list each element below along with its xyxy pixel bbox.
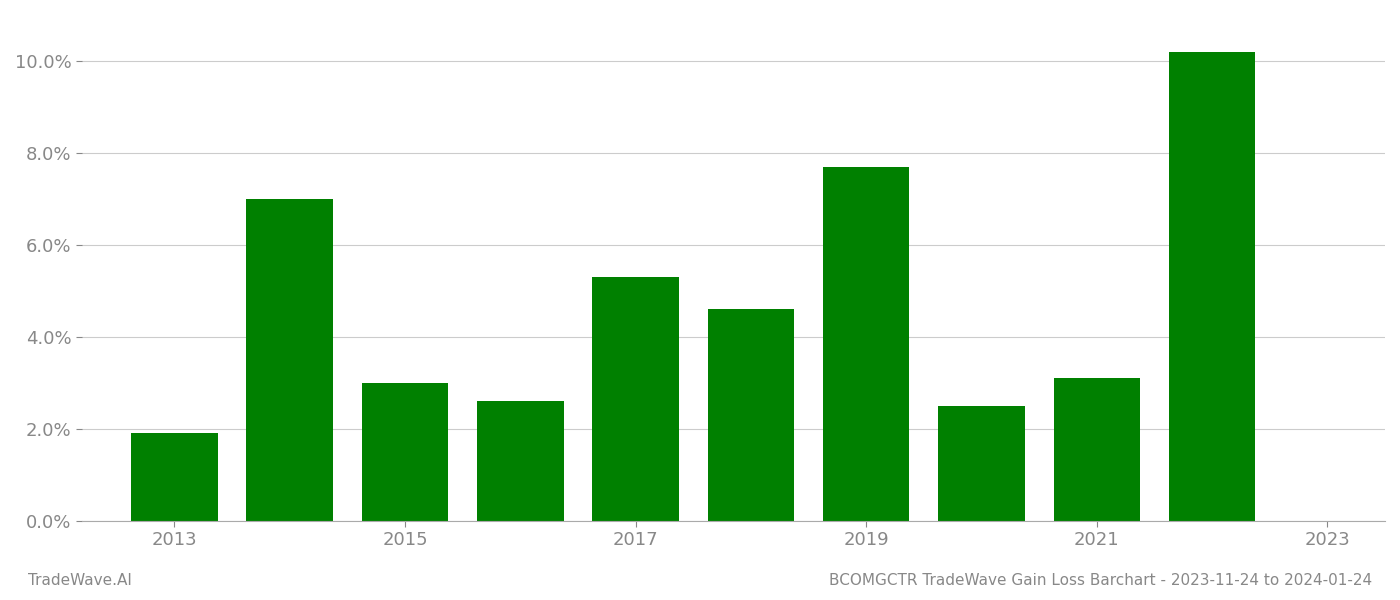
Text: BCOMGCTR TradeWave Gain Loss Barchart - 2023-11-24 to 2024-01-24: BCOMGCTR TradeWave Gain Loss Barchart - … — [829, 573, 1372, 588]
Bar — [707, 309, 794, 521]
Bar — [592, 277, 679, 521]
Bar — [132, 433, 217, 521]
Text: TradeWave.AI: TradeWave.AI — [28, 573, 132, 588]
Bar — [361, 383, 448, 521]
Bar — [477, 401, 564, 521]
Bar — [1169, 52, 1256, 521]
Bar — [1054, 378, 1140, 521]
Bar — [938, 406, 1025, 521]
Bar — [246, 199, 333, 521]
Bar — [823, 167, 910, 521]
